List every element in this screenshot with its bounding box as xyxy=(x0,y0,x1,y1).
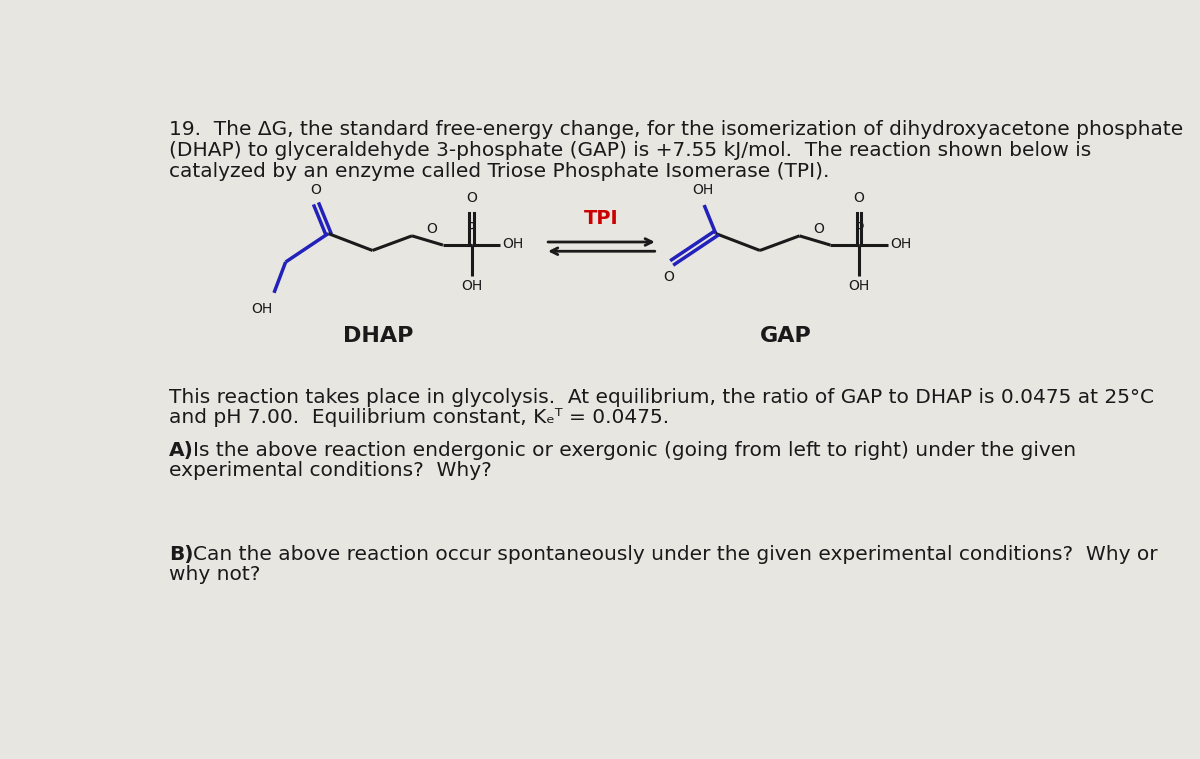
Text: This reaction takes place in glycolysis.  At equilibrium, the ratio of GAP to DH: This reaction takes place in glycolysis.… xyxy=(169,388,1154,407)
Text: DHAP: DHAP xyxy=(343,326,414,346)
Text: O: O xyxy=(853,191,864,205)
Text: OH: OH xyxy=(252,302,274,316)
Text: O: O xyxy=(426,222,437,236)
Text: GAP: GAP xyxy=(760,326,811,346)
Text: Is the above reaction endergonic or exergonic (going from left to right) under t: Is the above reaction endergonic or exer… xyxy=(193,442,1075,461)
Text: OH: OH xyxy=(503,237,524,250)
Text: and pH 7.00.  Equilibrium constant, Kₑᵀ = 0.0475.: and pH 7.00. Equilibrium constant, Kₑᵀ =… xyxy=(169,408,670,427)
Text: O: O xyxy=(311,184,322,197)
Text: O: O xyxy=(466,191,478,205)
Text: OH: OH xyxy=(890,237,911,250)
Text: experimental conditions?  Why?: experimental conditions? Why? xyxy=(169,461,492,480)
Text: why not?: why not? xyxy=(169,565,260,584)
Text: OH: OH xyxy=(692,184,714,197)
Text: O: O xyxy=(814,222,824,236)
Text: P: P xyxy=(467,222,476,238)
Text: TPI: TPI xyxy=(583,209,618,228)
Text: OH: OH xyxy=(848,279,870,293)
Text: Can the above reaction occur spontaneously under the given experimental conditio: Can the above reaction occur spontaneous… xyxy=(193,546,1157,565)
Text: P: P xyxy=(854,222,864,238)
Text: O: O xyxy=(664,270,674,285)
Text: (DHAP) to glyceraldehyde 3-phosphate (GAP) is +7.55 kJ/mol.  The reaction shown : (DHAP) to glyceraldehyde 3-phosphate (GA… xyxy=(169,141,1092,160)
Text: A): A) xyxy=(169,442,194,461)
Text: 19.  The ΔG, the standard free-energy change, for the isomerization of dihydroxy: 19. The ΔG, the standard free-energy cha… xyxy=(169,121,1183,140)
Text: OH: OH xyxy=(461,279,482,293)
Text: B): B) xyxy=(169,546,194,565)
Text: catalyzed by an enzyme called Triose Phosphate Isomerase (TPI).: catalyzed by an enzyme called Triose Pho… xyxy=(169,162,829,181)
